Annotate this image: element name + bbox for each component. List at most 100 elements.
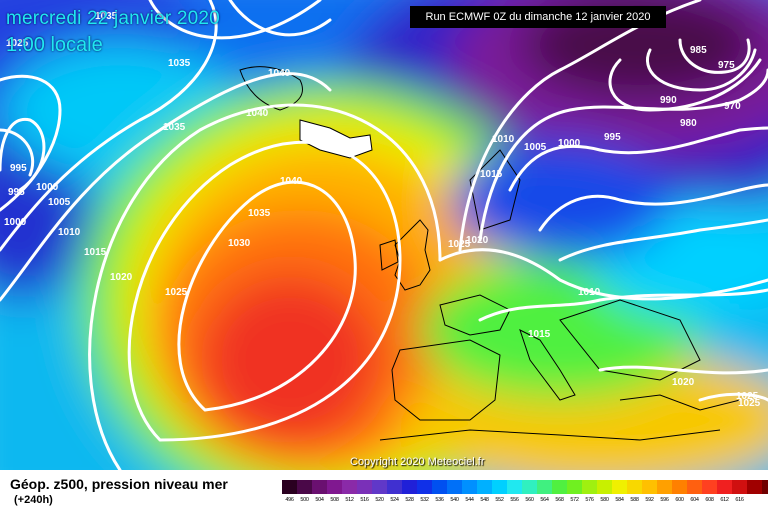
scale-tick: 532	[420, 497, 429, 503]
isobar-label: 1025	[165, 287, 188, 298]
isobar-label: 995	[10, 163, 27, 174]
isobar-label: 985	[690, 45, 707, 56]
scale-tick: 576	[585, 497, 594, 503]
scale-tick: 548	[480, 497, 489, 503]
isobar-label: 1020	[466, 235, 489, 246]
scale-swatch	[447, 480, 462, 494]
scale-swatch	[537, 480, 552, 494]
weather-map: 1035 1025 1035 1040 1040 1035 995 1000 995 1005 10…	[0, 0, 768, 470]
isobar-label: 1030	[228, 238, 251, 249]
scale-swatch	[627, 480, 642, 494]
isobar-label: 980	[680, 118, 697, 129]
scale-swatch	[342, 480, 357, 494]
scale-swatch	[747, 480, 762, 494]
scale-swatch	[297, 480, 312, 494]
isobar-label: 975	[718, 60, 735, 71]
isobar-label: 1015	[84, 247, 107, 258]
isobar-label: 1020	[672, 377, 695, 388]
model-run-info: Run ECMWF 0Z du dimanche 12 janvier 2020	[410, 6, 666, 28]
isobar-label: 1000	[558, 138, 581, 149]
scale-swatch	[357, 480, 372, 494]
scale-tick: 512	[345, 497, 354, 503]
isobar-label: 990	[660, 95, 677, 106]
scale-tick	[747, 497, 762, 503]
scale-tick: 588	[630, 497, 639, 503]
scale-tick: 516	[360, 497, 369, 503]
isobar-label: 1010	[58, 227, 81, 238]
scale-tick: 568	[555, 497, 564, 503]
scale-tick: 540	[450, 497, 459, 503]
scale-tick: 604	[690, 497, 699, 503]
scale-swatch	[477, 480, 492, 494]
scale-swatch	[657, 480, 672, 494]
scale-swatch	[462, 480, 477, 494]
scale-swatch	[312, 480, 327, 494]
scale-swatch	[762, 480, 768, 494]
scale-tick: 580	[600, 497, 609, 503]
scale-tick: 572	[570, 497, 579, 503]
isobar-label: 1010	[578, 287, 601, 298]
forecast-date: mercredi 22 janvier 2020	[6, 8, 220, 29]
scale-tick: 560	[525, 497, 534, 503]
scale-swatch	[522, 480, 537, 494]
scale-tick: 520	[375, 497, 384, 503]
scale-swatch	[612, 480, 627, 494]
isobar-label: 1035	[248, 208, 271, 219]
isobar-label: 1025	[736, 391, 759, 402]
isobar-label: 1025	[738, 398, 761, 409]
copyright-text: Copyright 2020 Meteociel.fr	[350, 456, 485, 468]
isobar-label: 1015	[480, 169, 503, 180]
color-scale-labels: 496 500 504 508 512 516 520 524 528 532 536 540 544 5…	[282, 497, 768, 503]
scale-tick: 612	[720, 497, 729, 503]
scale-tick: 524	[390, 497, 399, 503]
scale-tick: 600	[675, 497, 684, 503]
scale-swatch	[717, 480, 732, 494]
isobar-label: 1040	[280, 176, 303, 187]
isobar-label: 1040	[246, 108, 269, 119]
scale-swatch	[387, 480, 402, 494]
scale-tick: 504	[315, 497, 324, 503]
isobar-label: 1000	[4, 217, 27, 228]
scale-tick: 584	[615, 497, 624, 503]
scale-tick	[762, 497, 768, 503]
legend-bar: Géop. z500, pression niveau mer (+240h) …	[0, 470, 768, 512]
isobar-label: 1015	[528, 329, 551, 340]
scale-swatch	[672, 480, 687, 494]
model-run-text: Run ECMWF 0Z du dimanche 12 janvier 2020	[425, 11, 651, 23]
scale-swatch	[552, 480, 567, 494]
scale-swatch	[282, 480, 297, 494]
scale-swatch	[567, 480, 582, 494]
scale-swatch	[687, 480, 702, 494]
isobar-label: 1005	[524, 142, 547, 153]
scale-tick: 528	[405, 497, 414, 503]
isobar-label: 1035	[163, 122, 186, 133]
scale-swatch	[732, 480, 747, 494]
legend-title: Géop. z500, pression niveau mer	[10, 476, 228, 492]
scale-swatch	[402, 480, 417, 494]
scale-tick: 616	[735, 497, 744, 503]
isobar-label: 1025	[448, 239, 471, 250]
isobar-label: 1000	[36, 182, 59, 193]
scale-swatch	[582, 480, 597, 494]
scale-tick: 564	[540, 497, 549, 503]
isobar-label: 1025	[6, 38, 29, 49]
scale-swatch	[507, 480, 522, 494]
isobar-label: 995	[604, 132, 621, 143]
isobar-label: 1010	[492, 134, 515, 145]
scale-tick: 500	[300, 497, 309, 503]
scale-tick: 496	[285, 497, 294, 503]
scale-swatch	[642, 480, 657, 494]
isobar-labels: 1035 1025 1035 1040 1040 1035 995 1000 995 1005 10…	[4, 11, 761, 409]
scale-swatch	[372, 480, 387, 494]
scale-tick: 552	[495, 497, 504, 503]
scale-tick: 556	[510, 497, 519, 503]
color-scale	[282, 480, 768, 494]
isobar-label: 1040	[268, 68, 291, 79]
scale-swatch	[702, 480, 717, 494]
scale-swatch	[432, 480, 447, 494]
scale-tick: 608	[705, 497, 714, 503]
isobar-label: 1035	[95, 11, 118, 22]
scale-swatch	[417, 480, 432, 494]
isobars	[0, 0, 768, 470]
